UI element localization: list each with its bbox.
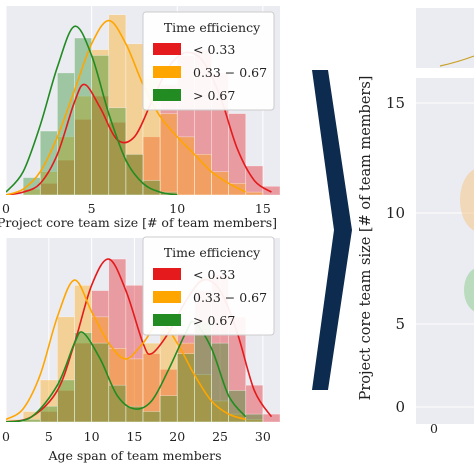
bar-bot-high-10	[176, 353, 195, 422]
x-tick-top-10: 10	[169, 201, 185, 216]
x-tick-bot-30: 30	[255, 429, 271, 444]
x-tick-bot-5: 5	[45, 429, 53, 444]
legend-swatch-mid-bottom	[153, 291, 181, 303]
bar-bot-high-5	[91, 342, 110, 422]
x-tick-top-0: 0	[2, 201, 10, 216]
bar-bot-high-13	[228, 390, 247, 422]
marginal-top-kde	[439, 55, 474, 67]
legend-entry-high-top: > 0.67	[193, 88, 235, 103]
bar-bot-high-8	[142, 411, 161, 422]
x-ticks-bottom: 0 5 10 15 20 25 30	[2, 429, 271, 444]
kde-line-top-mid	[6, 19, 247, 195]
bar-bot-high-11	[194, 321, 212, 422]
bar-top-low-13	[228, 113, 247, 195]
bar-top-mid-12	[211, 171, 229, 195]
bar-top-high-6	[108, 107, 127, 195]
bar-top-low-15	[262, 185, 280, 195]
bar-bot-high-9	[159, 395, 178, 422]
legend-swatch-high-bottom	[153, 314, 181, 326]
bar-top-mid-13	[228, 183, 247, 195]
x-tick-top-15: 15	[255, 201, 271, 216]
bar-bot-high-12	[211, 342, 229, 422]
legend-entry-low-top: < 0.33	[193, 42, 235, 57]
bar-top-high-4	[74, 37, 92, 195]
right-y-tick-15: 15	[386, 94, 405, 112]
x-tick-bot-25: 25	[212, 429, 228, 444]
bar-bot-high-14	[245, 413, 264, 422]
bar-top-mid-11	[194, 153, 212, 195]
bar-bot-high-6	[108, 384, 127, 422]
bar-top-mid-14	[245, 191, 264, 195]
kde-line-bot-high	[6, 320, 247, 422]
x-axis-label-bottom: Age span of team members	[47, 448, 221, 463]
joint-plot-area	[416, 78, 474, 424]
right-y-tick-0: 0	[395, 398, 405, 416]
legend-top: Time efficiency < 0.33 0.33 − 0.67 > 0.6…	[142, 11, 275, 111]
legend-swatch-mid-top	[153, 66, 181, 78]
legend-entry-mid-top: 0.33 − 0.67	[193, 65, 267, 80]
legend-swatch-low-top	[153, 43, 181, 55]
bar-top-high-3	[57, 72, 75, 195]
legend-entry-mid-bottom: 0.33 − 0.67	[193, 290, 267, 305]
bar-top-high-2	[39, 130, 58, 195]
legend-entry-low-bottom: < 0.33	[193, 267, 235, 282]
bar-top-mid-9	[159, 113, 178, 195]
bar-bot-high-4	[74, 332, 92, 422]
right-y-tick-10: 10	[386, 204, 405, 222]
bar-bot-mid-8	[142, 342, 161, 422]
x-tick-bot-15: 15	[126, 429, 142, 444]
legend-title-bottom: Time efficiency	[164, 245, 261, 260]
legend-entry-high-bottom: > 0.67	[193, 313, 235, 328]
right-x-tick-0: 0	[430, 421, 438, 436]
legend-title-top: Time efficiency	[164, 20, 261, 35]
right-y-axis-label: Project core team size [# of team member…	[358, 76, 374, 401]
bar-bot-low-15	[262, 413, 280, 422]
bar-top-high-8	[142, 180, 161, 195]
joint-kde-mid-blob	[460, 169, 474, 231]
x-tick-top-5: 5	[88, 201, 96, 216]
right-chevron-arrow-icon	[312, 70, 352, 390]
x-ticks-top: 0 5 10 15	[2, 201, 271, 216]
x-tick-bot-10: 10	[84, 429, 100, 444]
x-axis-label-top: Project core team size [# of team member…	[0, 215, 277, 230]
x-tick-bot-20: 20	[169, 429, 185, 444]
kde-line-bot-mid	[6, 279, 246, 421]
joint-kde-high-blob	[464, 268, 474, 312]
legend-box-bottom	[142, 236, 275, 336]
legend-swatch-low-bottom	[153, 268, 181, 280]
chart-bottom: 0 5 10 15 20 25 30 Age span of team members Ti…	[2, 236, 280, 463]
legend-swatch-high-top	[153, 89, 181, 101]
x-tick-bot-0: 0	[2, 429, 10, 444]
marginal-top-area	[416, 8, 474, 68]
kde-line-top-low	[6, 51, 272, 195]
bar-top-high-5	[91, 55, 110, 195]
kde-line-top-high	[6, 25, 178, 195]
legend-bottom: Time efficiency < 0.33 0.33 − 0.67 > 0.6…	[142, 236, 275, 336]
chart-right: Project core team size [# of team member…	[358, 8, 474, 436]
kde-top	[6, 19, 272, 195]
chart-top: 0 5 10 15 Project core team size [# of team…	[0, 6, 280, 230]
legend-box-top	[142, 11, 275, 111]
right-y-tick-5: 5	[395, 315, 405, 333]
